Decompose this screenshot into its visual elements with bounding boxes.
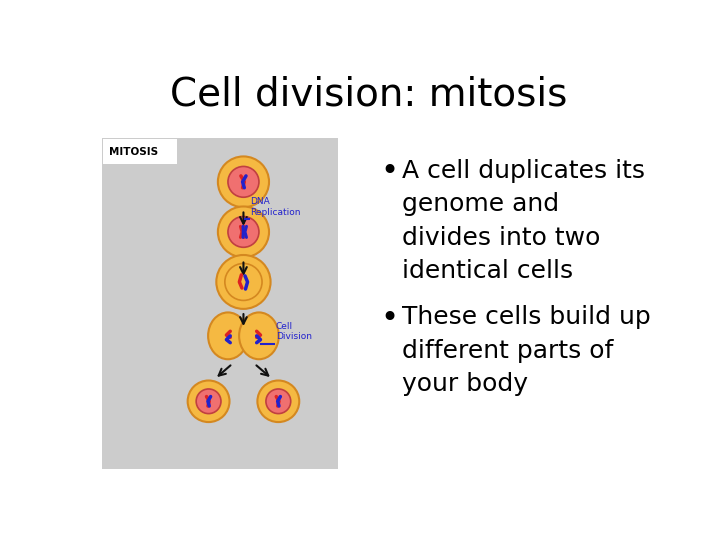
Circle shape: [225, 264, 262, 300]
Text: Cell
Division: Cell Division: [276, 322, 312, 341]
Circle shape: [218, 157, 269, 207]
Circle shape: [216, 255, 271, 309]
Circle shape: [188, 381, 230, 422]
Text: •: •: [381, 157, 399, 186]
Ellipse shape: [239, 313, 279, 359]
Circle shape: [218, 206, 269, 257]
Text: Cell division: mitosis: Cell division: mitosis: [171, 75, 567, 113]
Bar: [102, 138, 338, 469]
Text: These cells build up
different parts of
your body: These cells build up different parts of …: [402, 305, 651, 396]
Text: A cell duplicates its
genome and
divides into two
identical cells: A cell duplicates its genome and divides…: [402, 159, 645, 284]
Circle shape: [196, 389, 221, 414]
Circle shape: [228, 166, 259, 197]
Circle shape: [266, 389, 291, 414]
Text: DNA
Replication: DNA Replication: [250, 198, 300, 217]
Text: •: •: [381, 303, 399, 333]
Ellipse shape: [208, 313, 248, 359]
Circle shape: [228, 217, 259, 247]
Text: MITOSIS: MITOSIS: [109, 147, 158, 157]
Circle shape: [258, 381, 300, 422]
Bar: [103, 139, 177, 164]
